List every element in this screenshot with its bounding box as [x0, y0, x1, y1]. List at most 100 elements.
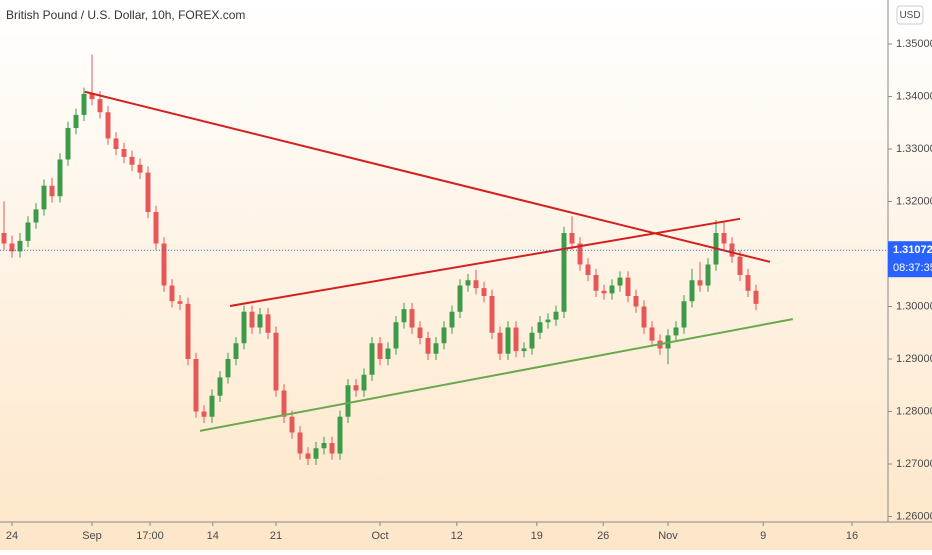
candle-body [121, 148, 127, 157]
candle-body [697, 280, 703, 286]
candle-body [593, 274, 599, 291]
candle-body [81, 93, 87, 115]
x-tick-label: Oct [371, 530, 388, 542]
candle-body [313, 448, 319, 459]
candle-body [201, 411, 207, 417]
y-tick-label: 1.26000 [896, 510, 932, 522]
y-tick-label: 1.28000 [896, 405, 932, 417]
candle-body [513, 327, 519, 352]
y-tick-label: 1.35000 [896, 38, 932, 50]
candle-body [617, 277, 623, 286]
candle-body [737, 256, 743, 275]
candle-body [473, 280, 479, 289]
y-tick-label: 1.34000 [896, 90, 932, 102]
y-tick-label: 1.33000 [896, 143, 932, 155]
candle-body [145, 172, 151, 212]
y-tick-label: 1.29000 [896, 353, 932, 365]
candle-body [457, 285, 463, 312]
x-tick-label: 12 [451, 530, 463, 542]
candle-body [681, 301, 687, 328]
candle-body [745, 274, 751, 291]
candle-body [1, 232, 7, 244]
candle-body [481, 288, 487, 296]
candle-body [377, 343, 383, 359]
candle-body [577, 243, 583, 265]
candle-body [169, 285, 175, 302]
candle-body [353, 385, 359, 391]
candle-body [257, 314, 263, 328]
candle-body [193, 358, 199, 412]
x-tick-label: 24 [6, 530, 18, 542]
candle-body [409, 309, 415, 328]
candle-body [441, 327, 447, 344]
candle-body [161, 243, 167, 286]
candle-body [401, 309, 407, 323]
candle-body [753, 290, 759, 304]
candle-body [721, 232, 727, 244]
x-tick-label: 9 [760, 530, 766, 542]
x-tick-label: 19 [531, 530, 543, 542]
x-tick-label: 17:00 [136, 530, 164, 542]
candle-body [65, 127, 71, 160]
candle-body [425, 337, 431, 354]
x-tick-label: Nov [658, 530, 678, 542]
candle-body [281, 390, 287, 417]
y-tick-label: 1.27000 [896, 458, 932, 470]
candle-body [233, 343, 239, 359]
candle-body [57, 159, 63, 197]
candle-body [329, 442, 335, 454]
candle-body [633, 295, 639, 307]
candle-body [297, 432, 303, 454]
candle-body [49, 185, 55, 197]
candle-body [273, 332, 279, 391]
candle-body [9, 243, 15, 252]
y-tick-label: 1.30000 [896, 300, 932, 312]
candle-body [113, 138, 119, 149]
candle-body [185, 303, 191, 359]
candle-body [17, 240, 23, 252]
candle-body [305, 453, 311, 459]
candle-body [337, 416, 343, 454]
x-tick-label: 21 [270, 530, 282, 542]
candle-body [465, 280, 471, 286]
candle-body [249, 311, 255, 328]
candle-body [553, 311, 559, 320]
countdown-label: 08:37:35 [893, 262, 932, 274]
candle-body [153, 211, 159, 244]
candle-body [217, 377, 223, 396]
chart-title: British Pound / U.S. Dollar, 10h, FOREX.… [6, 8, 245, 22]
candle-body [137, 164, 143, 173]
candle-body [369, 343, 375, 375]
candle-body [689, 280, 695, 302]
candle-body [601, 290, 607, 294]
candle-body [489, 295, 495, 333]
candle-body [209, 395, 215, 417]
candle-body [177, 301, 183, 304]
candle-body [385, 348, 391, 359]
candle-body [33, 209, 39, 223]
candle-body [649, 327, 655, 341]
candle-body [265, 314, 271, 333]
candle-body [417, 327, 423, 338]
x-tick-label: 16 [846, 530, 858, 542]
candle-body [105, 112, 111, 139]
candle-body [289, 416, 295, 433]
candle-body [497, 332, 503, 354]
candle-body [345, 385, 351, 417]
currency-box[interactable] [896, 5, 924, 25]
candle-body [41, 185, 47, 210]
candle-body [505, 327, 511, 354]
currency: USD [899, 10, 920, 21]
y-tick-label: 1.32000 [896, 195, 932, 207]
candle-body [361, 374, 367, 391]
candle-body [529, 332, 535, 349]
candle-body [433, 343, 439, 354]
candle-body [561, 232, 567, 312]
candle-body [89, 93, 95, 100]
candle-body [569, 232, 575, 244]
candle-body [73, 114, 79, 128]
candle-body [521, 348, 527, 352]
x-tick-label: 26 [597, 530, 609, 542]
